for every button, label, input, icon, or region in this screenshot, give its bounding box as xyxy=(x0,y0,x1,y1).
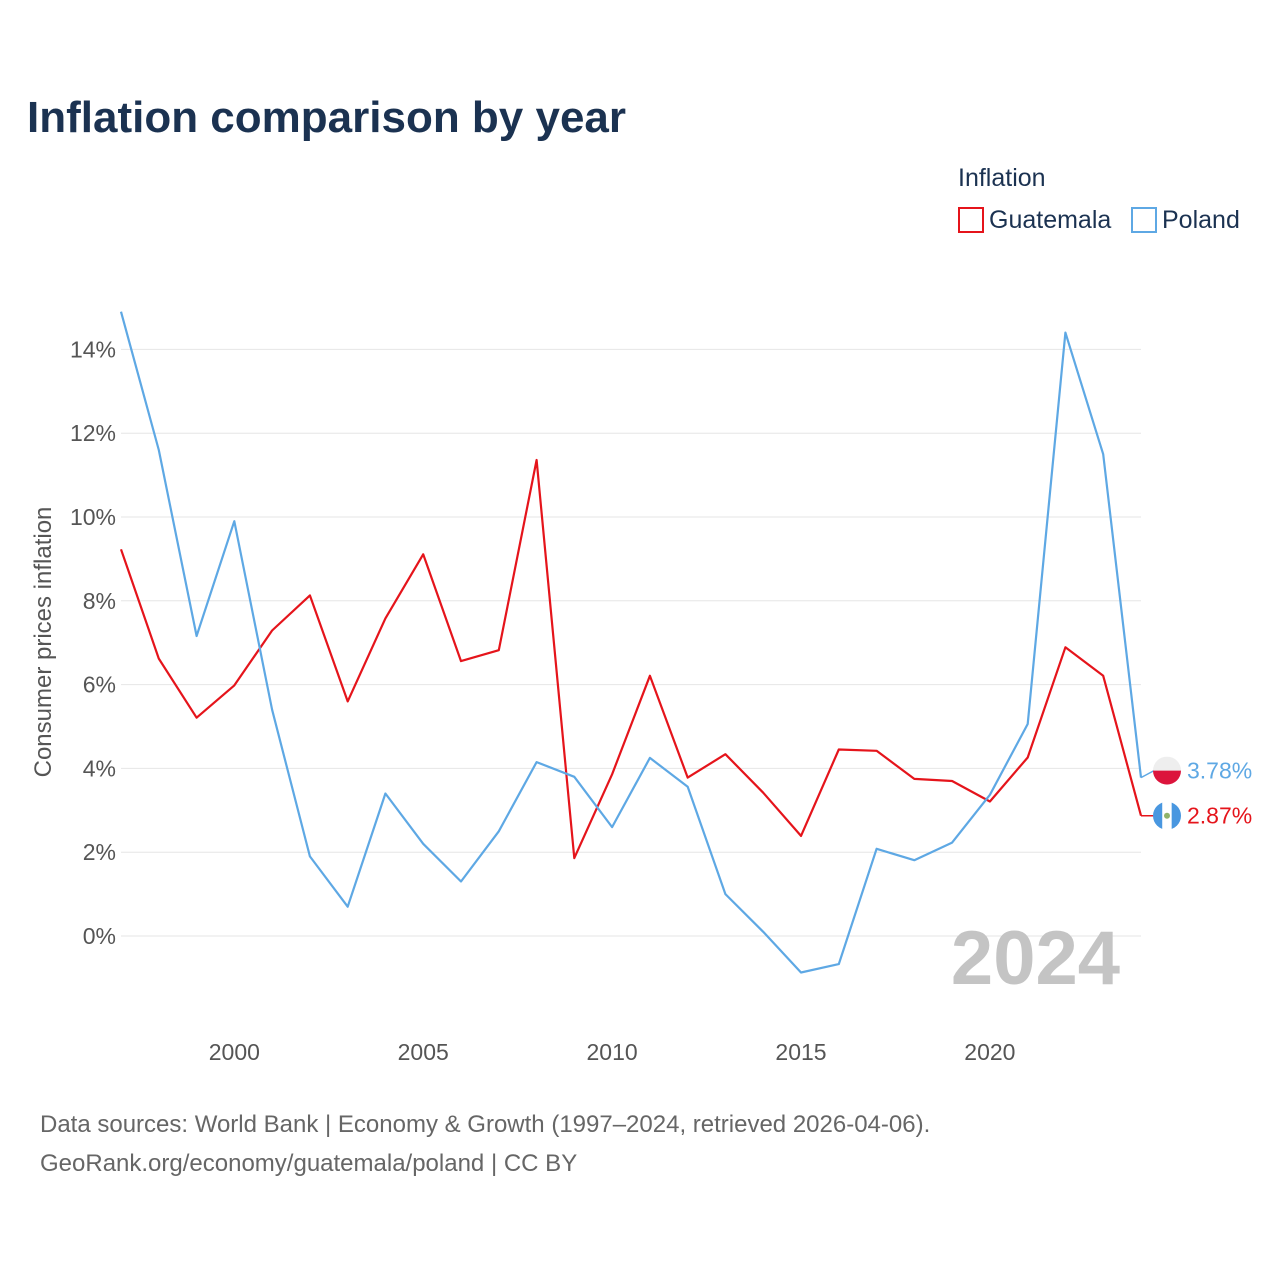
series-line-poland[interactable] xyxy=(119,311,1143,974)
legend-title: Inflation xyxy=(958,164,1046,192)
y-tick-label: 0% xyxy=(83,923,116,949)
legend-label-poland: Poland xyxy=(1162,206,1240,234)
y-tick-label: 12% xyxy=(70,420,116,446)
x-tick-label: 2005 xyxy=(398,1039,449,1065)
source-line-2: GeoRank.org/economy/guatemala/poland | C… xyxy=(40,1150,577,1177)
highlight-year: 2024 xyxy=(951,916,1120,1001)
y-tick-label: 4% xyxy=(83,755,116,781)
poland-flag xyxy=(1153,756,1181,785)
y-tick-label: 2% xyxy=(83,839,116,865)
y-axis-label: Consumer prices inflation xyxy=(30,507,57,778)
legend-swatch-guatemala xyxy=(958,207,984,233)
x-tick-label: 2015 xyxy=(775,1039,826,1065)
y-tick-label: 8% xyxy=(83,588,116,614)
end-connector xyxy=(1140,769,1155,779)
guatemala-flag xyxy=(1153,801,1181,830)
y-tick-label: 14% xyxy=(70,336,116,362)
x-tick-label: 2010 xyxy=(587,1039,638,1065)
grid xyxy=(121,348,1141,937)
legend: Inflation Guatemala Poland xyxy=(958,164,1240,234)
end-labels: 2.87% 3.78% xyxy=(1140,756,1252,830)
end-value-label-poland: 3.78% xyxy=(1187,758,1252,784)
legend-item-guatemala[interactable]: Guatemala xyxy=(958,206,1111,234)
legend-label-guatemala: Guatemala xyxy=(989,206,1111,234)
legend-swatch-poland xyxy=(1131,207,1157,233)
y-tick-label: 10% xyxy=(70,504,116,530)
series xyxy=(119,311,1143,974)
legend-item-poland[interactable]: Poland xyxy=(1131,206,1240,234)
end-value-label-guatemala: 2.87% xyxy=(1187,803,1252,829)
source-line-1: Data sources: World Bank | Economy & Gro… xyxy=(40,1111,930,1138)
x-tick-label: 2000 xyxy=(209,1039,260,1065)
y-tick-label: 6% xyxy=(83,672,116,698)
x-tick-label: 2020 xyxy=(964,1039,1015,1065)
x-axis-ticks: 2000 2005 2010 2015 2020 xyxy=(209,1039,1016,1065)
series-line-guatemala[interactable] xyxy=(119,458,1143,860)
y-axis-ticks: 0% 2% 4% 6% 8% 10% 12% 14% xyxy=(70,336,116,949)
chart-title: Inflation comparison by year xyxy=(27,93,626,142)
